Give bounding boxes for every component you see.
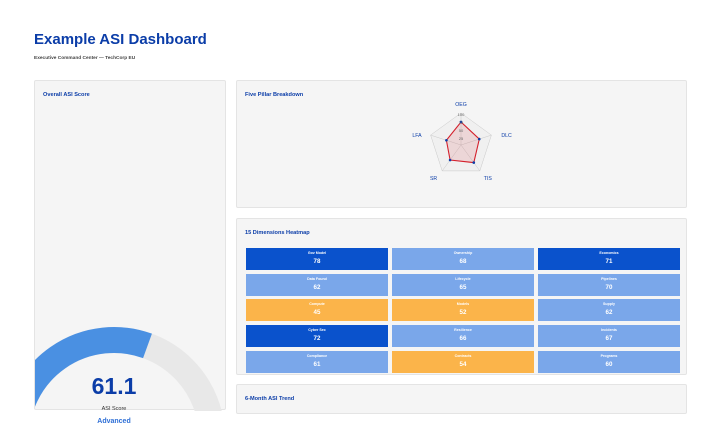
heatmap-cell: Compliance 61 [246,350,388,373]
dimensions-heatmap-card: 15 Dimensions Heatmap Gov Model 78 Ownersh… [236,218,687,375]
heatmap-cell-name: Models [456,302,470,307]
radar-data-point [477,137,481,141]
radar-tick-label: 25 [459,136,464,141]
radar-data-point [459,120,463,124]
heatmap-cell-value: 72 [313,335,321,343]
heatmap-cell: Programs 60 [538,350,680,373]
heatmap-cell-value: 66 [459,335,467,343]
radar-axis-label: LFA [412,133,422,139]
radar-tick-label: 75 [459,120,464,125]
heatmap-cell-value: 68 [459,258,467,265]
score-level-badge: Advanced [97,418,131,425]
overall-score-card-title: Overall ASI Score [43,92,90,98]
heatmap-cell-name: Data Found [307,276,327,281]
heatmap-cell: Economics 71 [538,248,680,270]
heatmap-cell-value: 60 [605,360,613,368]
heatmap-cell: Data Found 62 [246,273,388,296]
heatmap-cell-value: 71 [605,258,613,265]
score-gauge [35,327,222,411]
heatmap-cell-value: 54 [459,360,467,368]
radar-data-point [472,161,476,164]
radar-axis-label: OEG [455,102,467,108]
radar-tick-label: 50 [459,128,464,133]
heatmap-cell: Resilience 66 [392,325,534,348]
radar-tick-label: 100 [458,112,465,117]
heatmap-cell: Models 52 [392,299,534,322]
heatmap-cell-name: Gov Model [307,251,327,255]
radar-axis-label: SR [430,176,437,182]
heatmap-cell-name: Incidents [601,328,617,333]
heatmap-cell-name: Ownership [453,251,473,255]
heatmap-cell-name: Resilience [454,328,472,333]
heatmap-cell-name: Programs [600,353,618,358]
radar-data-point [445,138,448,142]
heatmap-cell-name: Supply [603,302,615,307]
radar-data-point [448,158,452,162]
page-subtitle: Executive Command Center — TechCorp EU [34,56,136,61]
heatmap-cell: Contracts 54 [392,350,534,373]
heatmap-cell: Cyber Sec 72 [246,325,388,348]
heatmap-cell: Ownership 68 [392,248,534,270]
score-value: 61.1 [91,373,137,399]
heatmap-cell: Pipelines 70 [538,273,680,296]
heatmap-cell-value: 45 [313,309,321,317]
gauge-fill [35,327,152,407]
heatmap-cell-name: Contracts [454,353,472,358]
radar-axis-line [460,144,481,172]
page-title: Example ASI Dashboard [34,31,207,48]
pillar-card-title: Five Pillar Breakdown [245,92,304,98]
heatmap-cell-value: 70 [605,283,613,291]
heatmap-cell-name: Pipelines [601,276,617,281]
trend-card-title: 6-Month ASI Trend [245,396,295,402]
heatmap-cell: Compute 45 [246,299,388,322]
heatmap-cell-name: Cyber Sec [308,328,326,333]
pillar-breakdown-card: Five Pillar Breakdown 100 75 50 25 OEG DLC TIS… [236,80,687,208]
radar-axis-label: DLC [501,133,512,139]
heatmap-cell-value: 65 [459,283,467,291]
heatmap-cell-name: Compliance [306,353,328,358]
overall-score-card: Overall ASI Score 61.1 ASI Score Advance… [34,80,226,425]
heatmap-card-title: 15 Dimensions Heatmap [245,230,310,236]
heatmap-cell: Lifecycle 65 [392,273,534,296]
heatmap-cell-value: 62 [313,283,321,291]
heatmap-cell: Incidents 67 [538,325,680,348]
heatmap-cell: Gov Model 78 [246,248,388,270]
score-label: ASI Score [101,406,127,412]
radar-axis-line [460,134,492,146]
pillar-radar-chart: 100 75 50 25 OEG DLC TIS SR LFA [412,102,512,182]
heatmap-cell-value: 78 [313,258,321,265]
asi-trend-card: 6-Month ASI Trend [236,384,687,414]
heatmap-cell-value: 62 [605,309,613,317]
radar-axis-line [441,144,462,172]
heatmap-cell: Supply 62 [538,299,680,322]
radar-axis-label: TIS [484,176,493,182]
heatmap-cell-value: 61 [313,360,321,368]
heatmap-cell-name: Compute [309,302,325,307]
heatmap-cell-name: Lifecycle [455,276,471,281]
heatmap-cell-name: Economics [599,251,619,255]
radar-series-area [445,121,480,164]
heatmap-cell-value: 67 [605,335,613,343]
heatmap-cell-value: 52 [459,309,467,317]
